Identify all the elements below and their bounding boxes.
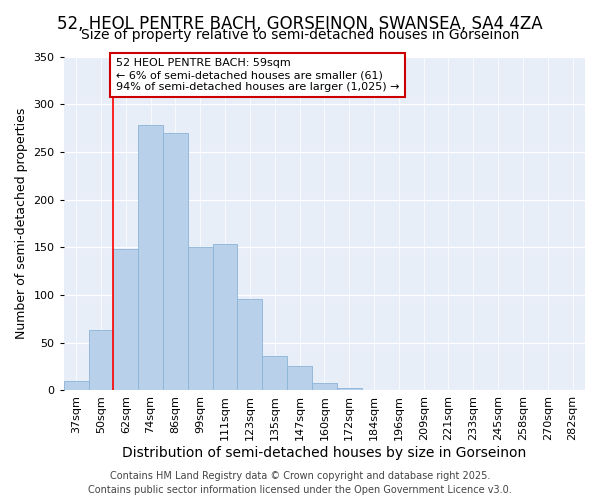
Bar [89, 330, 113, 390]
X-axis label: Distribution of semi-detached houses by size in Gorseinon: Distribution of semi-detached houses by … [122, 446, 526, 460]
Bar [188, 248, 212, 390]
Bar [64, 381, 89, 390]
Text: Contains HM Land Registry data © Crown copyright and database right 2025.
Contai: Contains HM Land Registry data © Crown c… [88, 471, 512, 495]
Bar [262, 356, 287, 390]
Text: Size of property relative to semi-detached houses in Gorseinon: Size of property relative to semi-detach… [81, 28, 519, 42]
Bar [163, 133, 188, 390]
Text: 52 HEOL PENTRE BACH: 59sqm
← 6% of semi-detached houses are smaller (61)
94% of : 52 HEOL PENTRE BACH: 59sqm ← 6% of semi-… [116, 58, 400, 92]
Bar [287, 366, 312, 390]
Y-axis label: Number of semi-detached properties: Number of semi-detached properties [15, 108, 28, 339]
Bar [138, 125, 163, 390]
Bar [212, 244, 238, 390]
Bar [312, 383, 337, 390]
Bar [337, 388, 362, 390]
Bar [238, 299, 262, 390]
Bar [113, 249, 138, 390]
Text: 52, HEOL PENTRE BACH, GORSEINON, SWANSEA, SA4 4ZA: 52, HEOL PENTRE BACH, GORSEINON, SWANSEA… [57, 15, 543, 33]
